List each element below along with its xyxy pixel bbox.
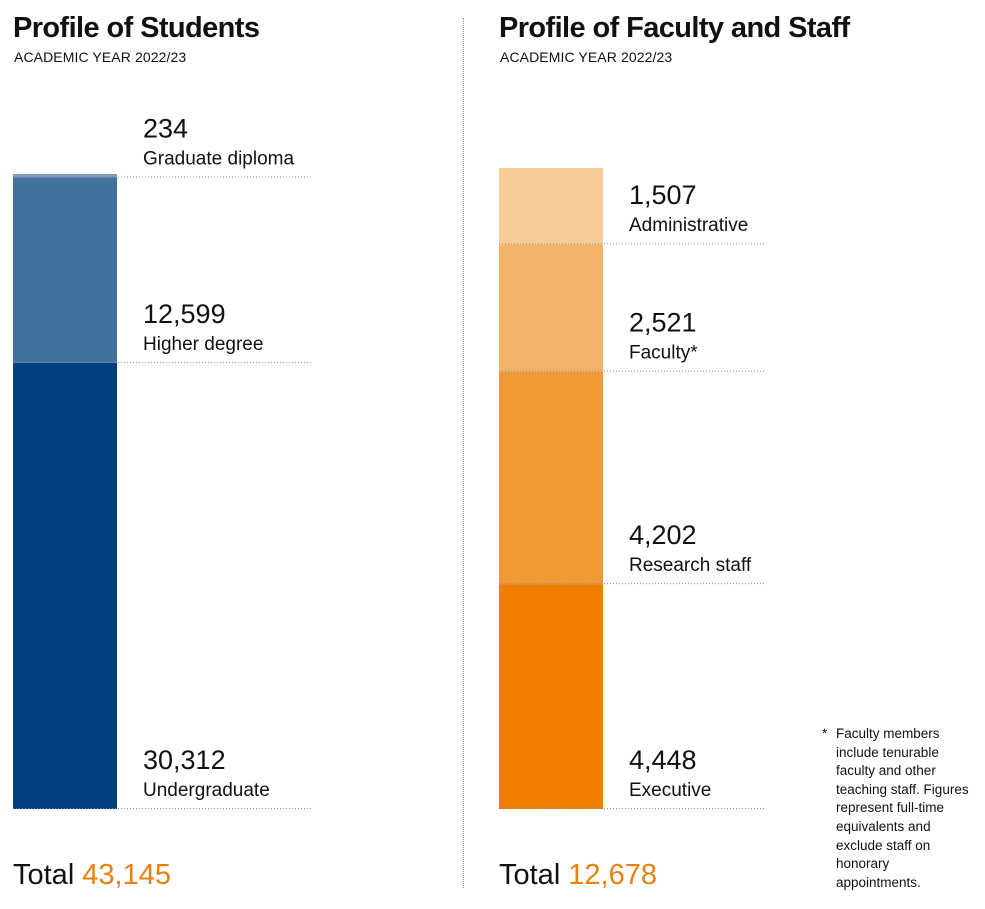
students-label-undergraduate: Undergraduate [143, 780, 270, 801]
staff-label-research-staff: Research staff [629, 555, 752, 576]
footnote-marker: * [822, 726, 828, 741]
students-bar-undergraduate [13, 362, 117, 809]
students-value-graduate-diploma: 234 [143, 113, 188, 143]
staff-subtitle: ACADEMIC YEAR 2022/23 [500, 49, 673, 65]
staff-bar-research-staff [499, 371, 603, 585]
students-stacked-bar-chart: 30,312 Undergraduate 12,599 Higher degree 23… [13, 113, 311, 809]
students-label-graduate-diploma: Graduate diploma [143, 148, 294, 169]
students-value-undergraduate: 30,312 [143, 745, 226, 775]
staff-panel: Profile of Faculty and Staff ACADEMIC YE… [486, 0, 985, 909]
staff-value-research-staff: 4,202 [629, 520, 697, 550]
staff-value-faculty: 2,521 [629, 308, 697, 338]
students-total: Total 43,145 [13, 859, 171, 892]
staff-label-faculty: Faculty* [629, 343, 698, 364]
staff-label-executive: Executive [629, 780, 711, 801]
staff-total: Total 12,678 [499, 859, 657, 892]
students-total-label: Total [13, 859, 75, 891]
students-title: Profile of Students [13, 12, 260, 44]
panel-divider [463, 18, 464, 888]
students-panel: Profile of Students ACADEMIC YEAR 2022/2… [0, 0, 462, 909]
staff-title: Profile of Faculty and Staff [499, 12, 850, 44]
footnote-text: Faculty members include tenurable facult… [836, 726, 969, 890]
staff-bar-faculty [499, 244, 603, 372]
staff-label-administrative: Administrative [629, 215, 748, 236]
students-label-higher-degree: Higher degree [143, 334, 263, 355]
staff-bar-executive [499, 584, 603, 809]
staff-stacked-bar-chart: 4,448 Executive 4,202 Research staff 2,521 Fa… [499, 168, 764, 809]
students-bar-graduate-diploma [13, 174, 117, 178]
staff-value-executive: 4,448 [629, 745, 697, 775]
students-subtitle: ACADEMIC YEAR 2022/23 [14, 49, 187, 65]
students-value-higher-degree: 12,599 [143, 299, 226, 329]
staff-total-label: Total [499, 859, 561, 891]
students-total-value: 43,145 [82, 859, 171, 891]
staff-total-value: 12,678 [568, 859, 657, 891]
staff-bar-administrative [499, 168, 603, 245]
students-bar-higher-degree [13, 177, 117, 363]
staff-value-administrative: 1,507 [629, 180, 697, 210]
